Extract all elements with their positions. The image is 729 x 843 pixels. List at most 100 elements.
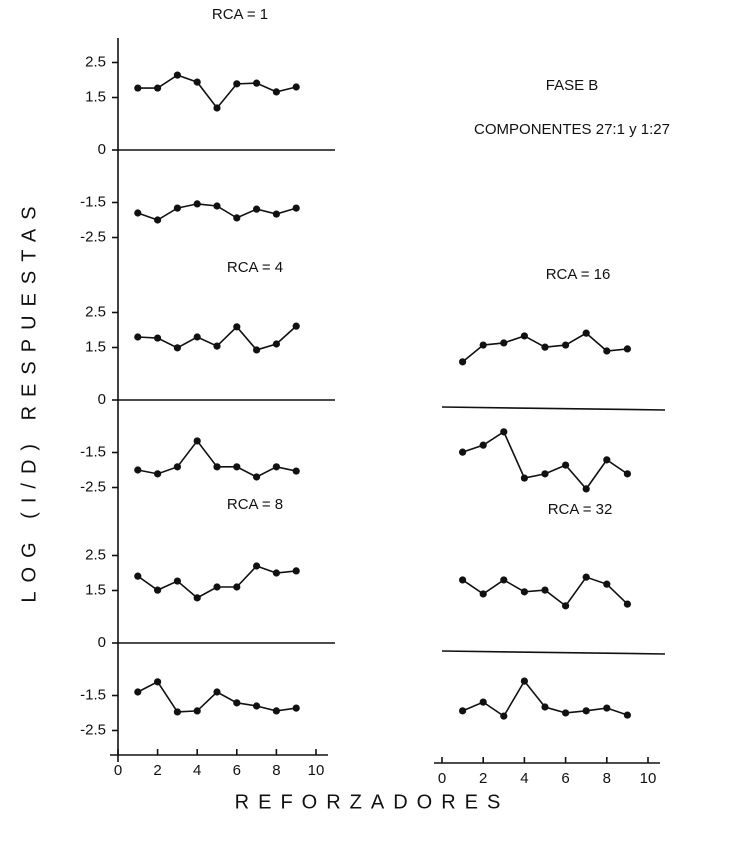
panel-title: RCA = 32 [548,501,613,518]
data-point [193,78,201,86]
data-point [479,698,487,706]
series-line [462,679,628,718]
data-point [500,712,508,720]
data-point [213,583,221,591]
x-tick-label: 6 [561,770,569,787]
data-point [253,346,261,354]
series-line [137,439,297,478]
figure-subtitle: COMPONENTES 27:1 y 1:27 [474,121,670,138]
data-point [272,569,280,577]
data-point [134,688,142,696]
data-point [134,572,142,580]
data-point [173,71,181,79]
panel-title: RCA = 4 [227,259,283,276]
x-tick-label: 8 [603,770,611,787]
data-point [562,709,570,717]
data-point [173,708,181,716]
data-point [213,463,221,471]
data-point [272,88,280,96]
x-tick-label: 0 [114,762,122,779]
data-point [233,214,241,222]
data-point [582,707,590,715]
y-tick-label: 1.5 [85,338,106,355]
data-point [520,474,529,482]
data-point [623,470,632,478]
x-tick-label: 4 [520,770,528,787]
data-point [272,707,280,715]
series-line [137,565,297,599]
panel-title: RCA = 8 [227,496,283,513]
data-point [500,428,508,436]
data-point [173,463,181,471]
y-tick-label: -1.5 [80,443,106,460]
data-point [520,588,529,596]
data-point [479,590,487,598]
data-point [562,341,570,349]
data-point [479,341,487,349]
y-tick-label: 0 [98,391,106,408]
data-point [541,586,549,594]
data-point [272,463,280,471]
data-point [272,210,280,218]
data-point [193,594,201,602]
data-point [134,333,142,341]
y-tick-label: 1.5 [85,581,106,598]
data-point [134,84,142,92]
data-point [253,473,261,481]
data-point [173,344,181,352]
series-line [137,74,297,110]
data-point [253,79,261,87]
data-point [603,704,611,712]
y-tick-label: -1.5 [80,686,106,703]
y-tick-label: -2.5 [80,721,106,738]
y-tick-label: 2.5 [85,53,106,70]
data-point [541,703,549,711]
y-tick-label: 2.5 [85,303,106,320]
data-point [233,463,241,471]
y-tick-label: -2.5 [80,478,106,495]
y-tick-label: 1.5 [85,88,106,105]
data-point [562,461,570,469]
data-point [154,334,162,342]
data-point [154,678,162,686]
data-point [213,688,221,696]
data-point [253,702,261,710]
data-point [459,576,467,584]
zero-line [441,650,666,655]
y-axis-label: LOG (I/D) RESPUESTAS [18,197,40,602]
x-tick-label: 2 [153,762,161,779]
figure-title: FASE B [546,77,599,94]
data-point [623,711,632,719]
y-tick-label: 0 [98,141,106,158]
zero-line [441,406,666,411]
series-line [137,680,297,713]
data-point [623,345,632,353]
data-point [292,467,300,475]
data-point [479,441,487,449]
data-point [500,576,508,584]
data-point [213,342,221,350]
data-point [193,707,201,715]
y-tick-label: -1.5 [80,193,106,210]
x-tick-label: 0 [438,770,446,787]
data-point [500,339,508,347]
data-point [213,104,221,112]
data-point [233,80,241,88]
data-point [193,333,201,341]
data-point [213,202,221,210]
data-point [562,602,570,610]
data-point [292,567,300,575]
data-point [173,577,181,585]
x-tick-label: 2 [479,770,487,787]
data-point [541,343,549,351]
panel-title: RCA = 1 [212,6,268,23]
data-point [154,470,162,478]
data-point [459,358,467,366]
data-point [233,583,241,591]
data-point [154,84,162,92]
data-point [292,322,300,330]
x-tick-label: 8 [272,762,280,779]
x-tick-label: 10 [308,762,325,779]
data-point [173,204,181,212]
